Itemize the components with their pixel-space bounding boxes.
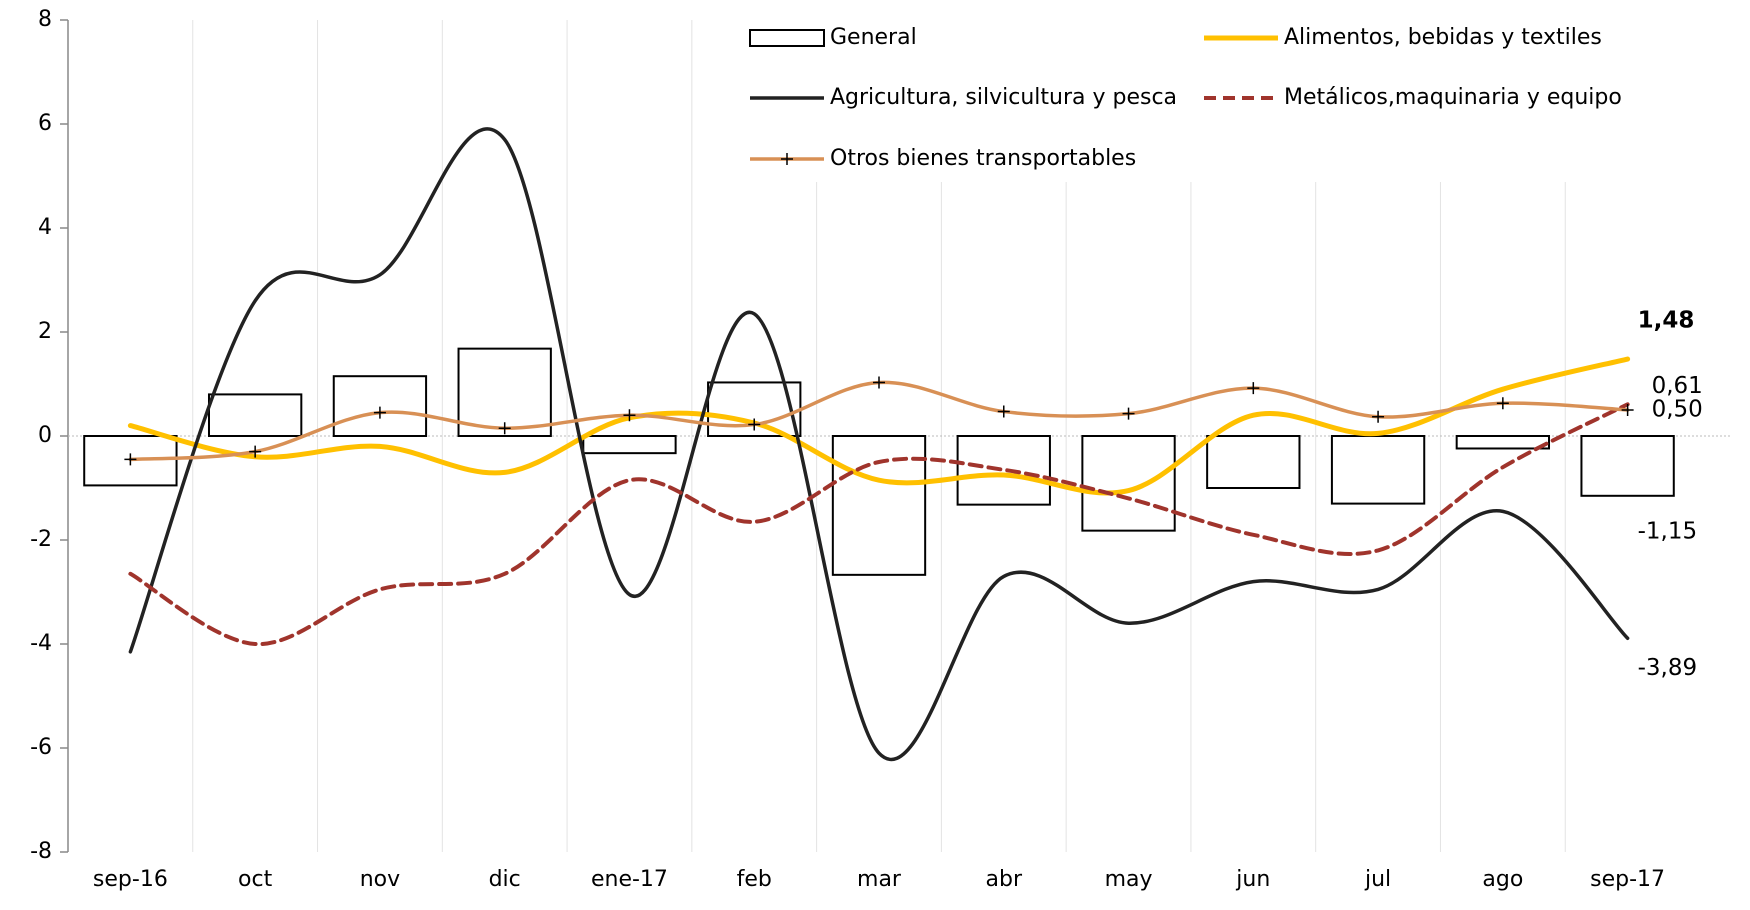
legend-label: Alimentos, bebidas y textiles bbox=[1284, 25, 1602, 50]
y-tick-label: -6 bbox=[30, 735, 52, 760]
x-tick-label: mar bbox=[857, 867, 902, 892]
bar bbox=[1206, 435, 1301, 489]
legend-label: Metálicos,maquinaria y equipo bbox=[1284, 85, 1622, 110]
legend-label: Otros bienes transportables bbox=[830, 146, 1136, 171]
x-tick-label: ene-17 bbox=[591, 867, 668, 892]
y-tick-label: -8 bbox=[30, 839, 52, 864]
point-marker bbox=[748, 418, 761, 431]
point-marker bbox=[1122, 407, 1135, 420]
legend-background bbox=[730, 14, 1630, 182]
x-tick-label: jul bbox=[1364, 867, 1391, 892]
line bbox=[128, 127, 1630, 762]
bar bbox=[207, 393, 303, 437]
y-tick-label: 6 bbox=[38, 111, 52, 136]
bar bbox=[332, 375, 428, 438]
x-tick-label: abr bbox=[986, 867, 1023, 892]
line bbox=[127, 356, 1631, 496]
bar bbox=[831, 435, 927, 576]
x-tick-label: sep-16 bbox=[93, 867, 168, 892]
x-tick-label: dic bbox=[489, 867, 521, 892]
point-marker bbox=[873, 376, 885, 389]
data-label: -1,15 bbox=[1638, 518, 1698, 544]
data-label: 0,61 bbox=[1652, 373, 1703, 399]
x-tick-label: nov bbox=[360, 867, 400, 892]
point-marker bbox=[373, 406, 386, 419]
point-marker bbox=[1621, 404, 1634, 416]
legend-marker bbox=[781, 153, 793, 165]
legend-label: General bbox=[830, 25, 917, 50]
x-tick-label: jun bbox=[1235, 867, 1270, 892]
y-tick-label: -4 bbox=[30, 631, 52, 656]
x-tick-label: oct bbox=[238, 867, 273, 892]
x-tick-label: sep-17 bbox=[1590, 867, 1665, 892]
data-label: -3,89 bbox=[1638, 655, 1698, 681]
y-tick-label: 2 bbox=[38, 319, 52, 344]
point-marker bbox=[1247, 382, 1260, 395]
bar bbox=[1580, 435, 1675, 497]
x-tick-label: ago bbox=[1482, 867, 1523, 892]
line bbox=[128, 402, 1630, 647]
point-marker bbox=[249, 445, 262, 458]
y-tick-label: -2 bbox=[30, 527, 52, 552]
point-marker bbox=[124, 453, 137, 466]
y-tick-label: 4 bbox=[38, 215, 52, 240]
bar bbox=[582, 435, 677, 455]
bar bbox=[1330, 435, 1426, 505]
bar bbox=[457, 347, 552, 438]
data-label: 1,48 bbox=[1638, 308, 1695, 334]
point-marker bbox=[1372, 410, 1385, 423]
point-marker bbox=[1496, 397, 1509, 410]
point-marker bbox=[623, 409, 636, 422]
x-tick-label: may bbox=[1105, 867, 1153, 892]
x-tick-label: feb bbox=[737, 867, 772, 892]
bar bbox=[1455, 435, 1551, 450]
point-marker bbox=[997, 405, 1010, 418]
point-marker bbox=[498, 422, 511, 435]
y-tick-label: 8 bbox=[38, 7, 52, 32]
data-label: 0,50 bbox=[1652, 397, 1703, 423]
y-tick-label: 0 bbox=[38, 423, 52, 448]
bar bbox=[956, 435, 1051, 506]
legend-symbol bbox=[749, 29, 825, 47]
bar bbox=[1081, 435, 1176, 532]
legend-label: Agricultura, silvicultura y pesca bbox=[830, 85, 1177, 110]
